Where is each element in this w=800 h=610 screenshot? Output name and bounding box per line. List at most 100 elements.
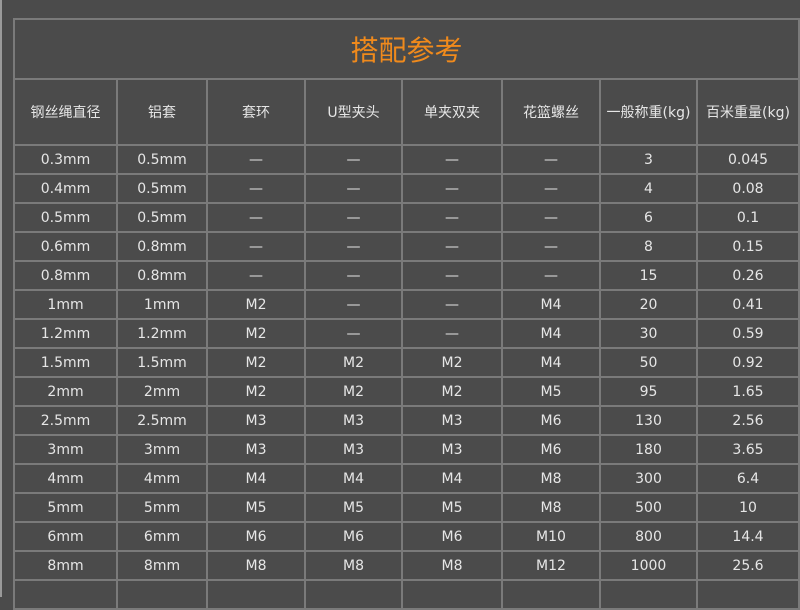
table-cell: 4mm bbox=[116, 463, 208, 494]
table-row: 8mm 8mm M8 M8 M8 M12 1000 25.6 bbox=[13, 550, 800, 581]
table-cell: 500 bbox=[599, 492, 698, 523]
table-cell: M5 bbox=[401, 492, 503, 523]
table-cell: 3.65 bbox=[695, 434, 800, 465]
table-cell: — bbox=[304, 318, 403, 349]
table-row: 2mm 2mm M2 M2 M2 M5 95 1.65 bbox=[13, 376, 800, 407]
table-cell: 0.4mm bbox=[13, 173, 118, 204]
table-row: 0.8mm 0.8mm — — — —15 0.26 bbox=[13, 260, 800, 291]
empty-cell bbox=[206, 579, 306, 610]
table-cell: M2 bbox=[206, 347, 306, 378]
table-cell: 0.15 bbox=[695, 231, 800, 262]
empty-cell bbox=[13, 579, 118, 610]
column-header: 百米重量(kg) bbox=[695, 78, 800, 146]
table-cell: 130 bbox=[599, 405, 698, 436]
table-cell: 0.08 bbox=[695, 173, 800, 204]
empty-cell bbox=[695, 579, 800, 610]
table-cell: 3 bbox=[599, 144, 698, 175]
table-cell: M4 bbox=[501, 289, 601, 320]
empty-cell bbox=[599, 579, 698, 610]
table-cell: — bbox=[401, 318, 503, 349]
table-row: 0.3mm 0.5mm — — — —3 0.045 bbox=[13, 144, 800, 175]
table-cell: M3 bbox=[206, 405, 306, 436]
table-cell: 4mm bbox=[13, 463, 118, 494]
table-cell: 1mm bbox=[13, 289, 118, 320]
table-cell: 0.3mm bbox=[13, 144, 118, 175]
table-cell: 0.8mm bbox=[13, 260, 118, 291]
table-cell: — bbox=[401, 260, 503, 291]
table-cell: 6.4 bbox=[695, 463, 800, 494]
table-cell: 300 bbox=[599, 463, 698, 494]
table-cell: M6 bbox=[401, 521, 503, 552]
table-cell: M8 bbox=[501, 492, 601, 523]
table-cell: — bbox=[501, 260, 601, 291]
table-row: 1mm 1mm M2— — M4 20 0.41 bbox=[13, 289, 800, 320]
table-cell: 180 bbox=[599, 434, 698, 465]
table-row: 3mm 3mm M3 M3 M3 M6 180 3.65 bbox=[13, 434, 800, 465]
table-row: 4mm 4mm M4 M4 M4 M8 300 6.4 bbox=[13, 463, 800, 494]
table-cell: M6 bbox=[501, 405, 601, 436]
table-cell: — bbox=[304, 144, 403, 175]
table-cell: 800 bbox=[599, 521, 698, 552]
table-cell: 0.8mm bbox=[116, 231, 208, 262]
table-row: 5mm 5mm M5 M5 M5 M8 500 10 bbox=[13, 492, 800, 523]
table-cell: M6 bbox=[304, 521, 403, 552]
table-cell: 3mm bbox=[13, 434, 118, 465]
empty-cell bbox=[304, 579, 403, 610]
table-cell: 95 bbox=[599, 376, 698, 407]
column-header: 花篮螺丝 bbox=[501, 78, 601, 146]
table-cell: — bbox=[206, 173, 306, 204]
table-row: 2.5mm 2.5mm M3 M3 M3 M6 130 2.56 bbox=[13, 405, 800, 436]
table-cell: 1.2mm bbox=[13, 318, 118, 349]
table-cell: 5mm bbox=[13, 492, 118, 523]
column-header: 套环 bbox=[206, 78, 306, 146]
table-cell: 14.4 bbox=[695, 521, 800, 552]
table-cell: 1.5mm bbox=[116, 347, 208, 378]
table-cell: — bbox=[401, 173, 503, 204]
table-row: 1.5mm 1.5mm M2 M2 M2 M4 50 0.92 bbox=[13, 347, 800, 378]
table-cell: M6 bbox=[501, 434, 601, 465]
table-cell: 2mm bbox=[13, 376, 118, 407]
table-cell: M2 bbox=[206, 318, 306, 349]
table-row: 0.4mm 0.5mm — — — —4 0.08 bbox=[13, 173, 800, 204]
table-cell: — bbox=[401, 202, 503, 233]
table-cell: 0.045 bbox=[695, 144, 800, 175]
table-cell: — bbox=[206, 202, 306, 233]
table-cell: 0.41 bbox=[695, 289, 800, 320]
empty-cell bbox=[116, 579, 208, 610]
table-row: 0.6mm 0.8mm — — — —8 0.15 bbox=[13, 231, 800, 262]
table-cell: 5mm bbox=[116, 492, 208, 523]
table-cell: 0.5mm bbox=[116, 173, 208, 204]
table-cell: — bbox=[206, 144, 306, 175]
table-cell: — bbox=[501, 144, 601, 175]
table-cell: M2 bbox=[206, 289, 306, 320]
table-cell: M3 bbox=[401, 405, 503, 436]
table-cell: M2 bbox=[304, 347, 403, 378]
table-cell: — bbox=[304, 231, 403, 262]
table-cell: — bbox=[401, 289, 503, 320]
table-cell: — bbox=[304, 173, 403, 204]
table-cell: — bbox=[206, 260, 306, 291]
table-cell: 2.5mm bbox=[13, 405, 118, 436]
table-cell: 2.5mm bbox=[116, 405, 208, 436]
table-cell: — bbox=[401, 231, 503, 262]
table-row: 6mm 6mm M6 M6 M6 M10 800 14.4 bbox=[13, 521, 800, 552]
empty-row bbox=[13, 579, 800, 610]
table-cell: M4 bbox=[304, 463, 403, 494]
table-cell: 6 bbox=[599, 202, 698, 233]
table-cell: M6 bbox=[206, 521, 306, 552]
table-cell: M4 bbox=[501, 318, 601, 349]
table-cell: M3 bbox=[401, 434, 503, 465]
table-cell: 1.5mm bbox=[13, 347, 118, 378]
table-cell: M3 bbox=[304, 434, 403, 465]
table-cell: 0.8mm bbox=[116, 260, 208, 291]
table-cell: M2 bbox=[304, 376, 403, 407]
table-cell: 30 bbox=[599, 318, 698, 349]
header-row: 钢丝绳直径 铝套 套环 U型夹头 单夹双夹 花篮螺丝 一般称重(kg) 百米重量(kg) bbox=[13, 78, 800, 146]
table-cell: M8 bbox=[206, 550, 306, 581]
table-cell: 0.5mm bbox=[13, 202, 118, 233]
table-cell: M12 bbox=[501, 550, 601, 581]
table-cell: — bbox=[401, 144, 503, 175]
empty-cell bbox=[401, 579, 503, 610]
table-cell: 6mm bbox=[13, 521, 118, 552]
table-cell: 0.5mm bbox=[116, 144, 208, 175]
